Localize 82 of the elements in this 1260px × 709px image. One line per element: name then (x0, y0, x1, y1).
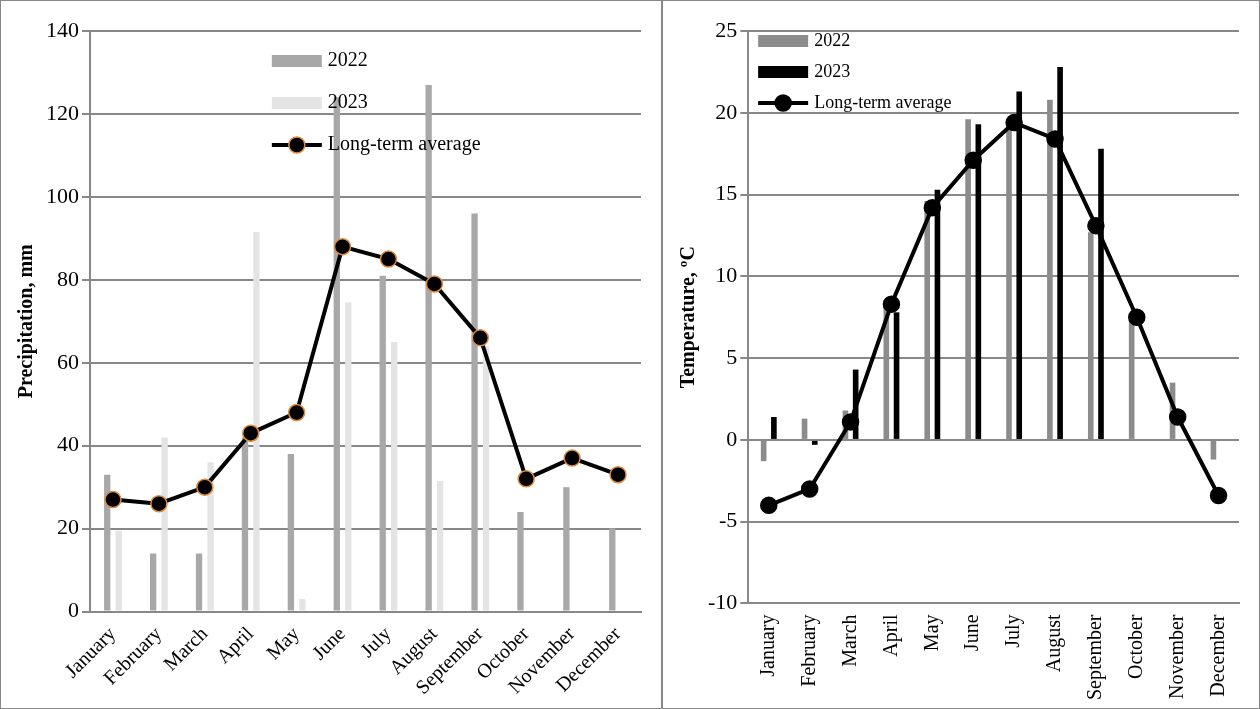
y-tick-label: 20 (57, 514, 79, 540)
bar (161, 437, 168, 611)
point (1046, 130, 1064, 148)
point (882, 295, 901, 313)
x-tick-label: May (919, 614, 943, 652)
bar (345, 302, 352, 611)
y-tick-label: 20 (715, 98, 738, 124)
point (1209, 486, 1228, 505)
y-axis-title: Precipitation, mm (14, 243, 38, 399)
point (241, 424, 260, 442)
x-tick-label: January (756, 614, 780, 677)
x-tick-label: August (1042, 614, 1066, 673)
bar (379, 275, 386, 611)
bar (517, 512, 524, 611)
x-tick-label: June (307, 621, 350, 664)
y-tick-label: 25 (715, 16, 738, 42)
y-tick-label: 15 (715, 180, 738, 206)
point (563, 449, 581, 467)
point (287, 403, 306, 422)
legend-label: 2022 (327, 48, 368, 71)
point (800, 480, 819, 498)
point (517, 470, 535, 488)
point (333, 237, 352, 256)
x-tick-label: December (1205, 614, 1228, 697)
legend-label: 2023 (327, 90, 368, 113)
y-tick-label: -5 (719, 507, 738, 533)
y-tick-label: 140 (46, 16, 79, 42)
point (1168, 408, 1187, 426)
point (379, 250, 398, 268)
y-tick-label: -10 (708, 589, 738, 615)
bar (253, 232, 260, 611)
y-tick-label: 0 (68, 597, 79, 623)
bar (436, 480, 444, 611)
point (760, 496, 778, 515)
y-tick-label: 100 (46, 182, 79, 208)
point (1005, 113, 1023, 132)
point (1128, 308, 1146, 326)
bar (771, 417, 777, 439)
y-tick-label: 10 (715, 262, 738, 288)
point (104, 490, 122, 509)
point (964, 151, 982, 169)
bar (609, 528, 616, 611)
point (841, 413, 860, 431)
legend-label: 2022 (814, 29, 851, 50)
x-tick-label: September (1083, 614, 1107, 700)
y-tick-label: 80 (57, 265, 79, 291)
y-tick-label: 120 (46, 99, 79, 125)
bar (207, 462, 214, 611)
point (471, 329, 490, 347)
point (923, 198, 942, 217)
x-tick-label: June (960, 614, 983, 652)
bar (563, 487, 570, 611)
bar (287, 453, 295, 611)
y-tick-label: 0 (726, 425, 738, 451)
bar (471, 213, 478, 611)
legend-label: Long-term average (327, 132, 481, 156)
legend-label: Long-term average (814, 91, 952, 112)
x-tick-label: November (1164, 614, 1187, 699)
bar (115, 530, 122, 611)
y-tick-label: 60 (57, 348, 79, 374)
y-axis-title: Temperature, ºC (676, 246, 700, 389)
bar (195, 553, 203, 611)
x-tick-label: October (1124, 614, 1147, 679)
x-tick-label: February (796, 614, 820, 687)
point (1087, 216, 1105, 235)
y-tick-label: 5 (726, 343, 738, 369)
bar (391, 342, 398, 611)
bar (482, 346, 490, 611)
y-tick-label: 40 (57, 431, 79, 457)
x-tick-label: April (878, 614, 902, 657)
x-tick-label: March (837, 614, 860, 667)
bar (811, 440, 818, 445)
bar (241, 437, 249, 611)
x-tick-label: May (261, 622, 304, 665)
bar (299, 599, 306, 611)
bar (149, 553, 157, 611)
legend-label: 2023 (814, 60, 851, 81)
point (150, 494, 168, 513)
point (196, 478, 214, 496)
x-tick-label: July (1001, 614, 1025, 648)
point (425, 275, 444, 293)
point (609, 465, 627, 484)
